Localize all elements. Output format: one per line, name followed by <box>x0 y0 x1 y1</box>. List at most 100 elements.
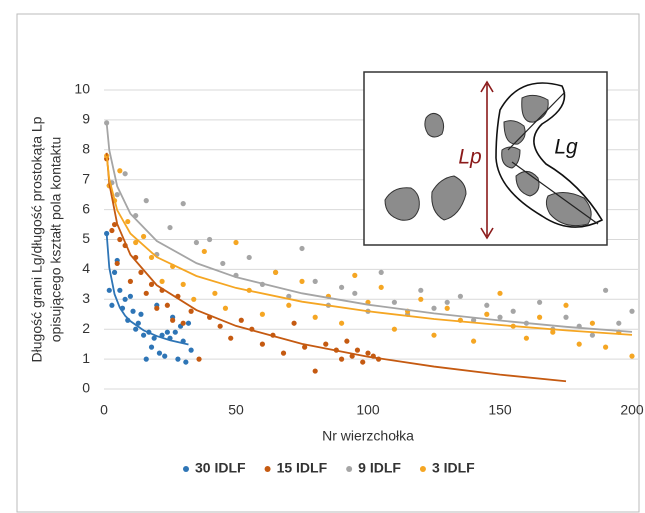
point <box>302 344 308 350</box>
point <box>312 368 318 374</box>
point <box>156 350 163 356</box>
y-tick-label: 10 <box>74 81 90 97</box>
point <box>378 284 384 290</box>
y-tick-label: 7 <box>82 170 90 186</box>
point <box>589 320 596 326</box>
point <box>280 350 287 356</box>
y-tick-label: 0 <box>82 380 90 396</box>
point <box>141 332 147 338</box>
point <box>138 269 144 275</box>
point <box>418 296 424 302</box>
grain <box>384 187 420 221</box>
point <box>576 341 582 347</box>
frame <box>16 13 640 513</box>
point <box>484 302 490 308</box>
point <box>349 353 355 359</box>
legend-label: 30 IDLF <box>195 460 246 476</box>
legend-label: 3 IDLF <box>432 460 475 476</box>
point <box>391 299 397 305</box>
point <box>550 329 556 335</box>
point <box>616 320 622 326</box>
point <box>339 356 345 362</box>
point <box>212 290 218 296</box>
point <box>457 293 463 299</box>
legend-marker <box>264 466 271 472</box>
point <box>154 305 160 311</box>
point <box>170 317 176 323</box>
y-tick-label: 3 <box>82 290 90 306</box>
x-axis-label: Nr wierzchołka <box>322 428 414 444</box>
point <box>286 293 292 299</box>
point <box>510 308 516 314</box>
point <box>172 329 178 335</box>
grain <box>424 112 445 138</box>
trend-line <box>105 233 189 346</box>
lp-label: Lp <box>458 146 481 169</box>
trend-line <box>105 152 567 383</box>
point <box>159 278 165 284</box>
grain <box>431 175 467 221</box>
point <box>164 302 170 308</box>
point <box>365 350 371 356</box>
point <box>344 338 350 344</box>
point <box>629 353 635 359</box>
point <box>122 296 128 302</box>
point <box>222 305 229 311</box>
point <box>188 347 194 353</box>
legend-marker <box>346 466 353 472</box>
point <box>141 233 147 240</box>
point <box>312 314 318 320</box>
point <box>589 332 596 338</box>
point <box>299 278 305 284</box>
y-tick-label: 6 <box>82 200 90 216</box>
legend-label: 15 IDLF <box>277 460 328 476</box>
point <box>185 320 192 326</box>
point <box>191 296 197 302</box>
point <box>148 281 155 287</box>
y-tick-label: 5 <box>82 230 90 246</box>
point <box>122 171 128 177</box>
point <box>360 359 366 365</box>
point <box>431 305 437 311</box>
x-tick-label: 100 <box>356 402 380 418</box>
point <box>207 236 213 243</box>
trend-line <box>105 122 633 333</box>
point <box>143 356 149 362</box>
lg-label: Lg <box>554 136 578 159</box>
point <box>246 254 252 261</box>
point <box>117 236 123 243</box>
point <box>484 311 490 317</box>
legend-marker <box>183 466 189 472</box>
x-tick-label: 50 <box>228 402 244 418</box>
point <box>111 221 118 228</box>
inset-diagram: Lp Lg <box>363 71 608 246</box>
point <box>106 287 112 293</box>
point <box>299 245 305 252</box>
point <box>148 344 155 350</box>
point <box>444 299 450 305</box>
point <box>603 287 609 293</box>
point <box>291 320 297 326</box>
point <box>143 290 149 296</box>
legend-marker <box>419 466 426 472</box>
point <box>312 278 318 284</box>
point <box>228 335 234 341</box>
point <box>259 341 265 347</box>
point <box>233 239 239 246</box>
y-tick-label: 8 <box>82 141 90 157</box>
point <box>537 314 543 320</box>
point <box>497 290 503 296</box>
point <box>339 284 345 290</box>
y-axis-label: opisującego kształt pola kontaktu <box>48 137 64 342</box>
point <box>180 320 186 326</box>
y-tick-label: 1 <box>82 350 90 366</box>
point <box>431 332 437 338</box>
point <box>180 201 186 207</box>
point <box>148 254 155 261</box>
point <box>444 305 450 311</box>
point <box>471 317 477 323</box>
arrow-heads <box>480 80 494 240</box>
point <box>352 290 358 296</box>
contour <box>495 82 604 228</box>
